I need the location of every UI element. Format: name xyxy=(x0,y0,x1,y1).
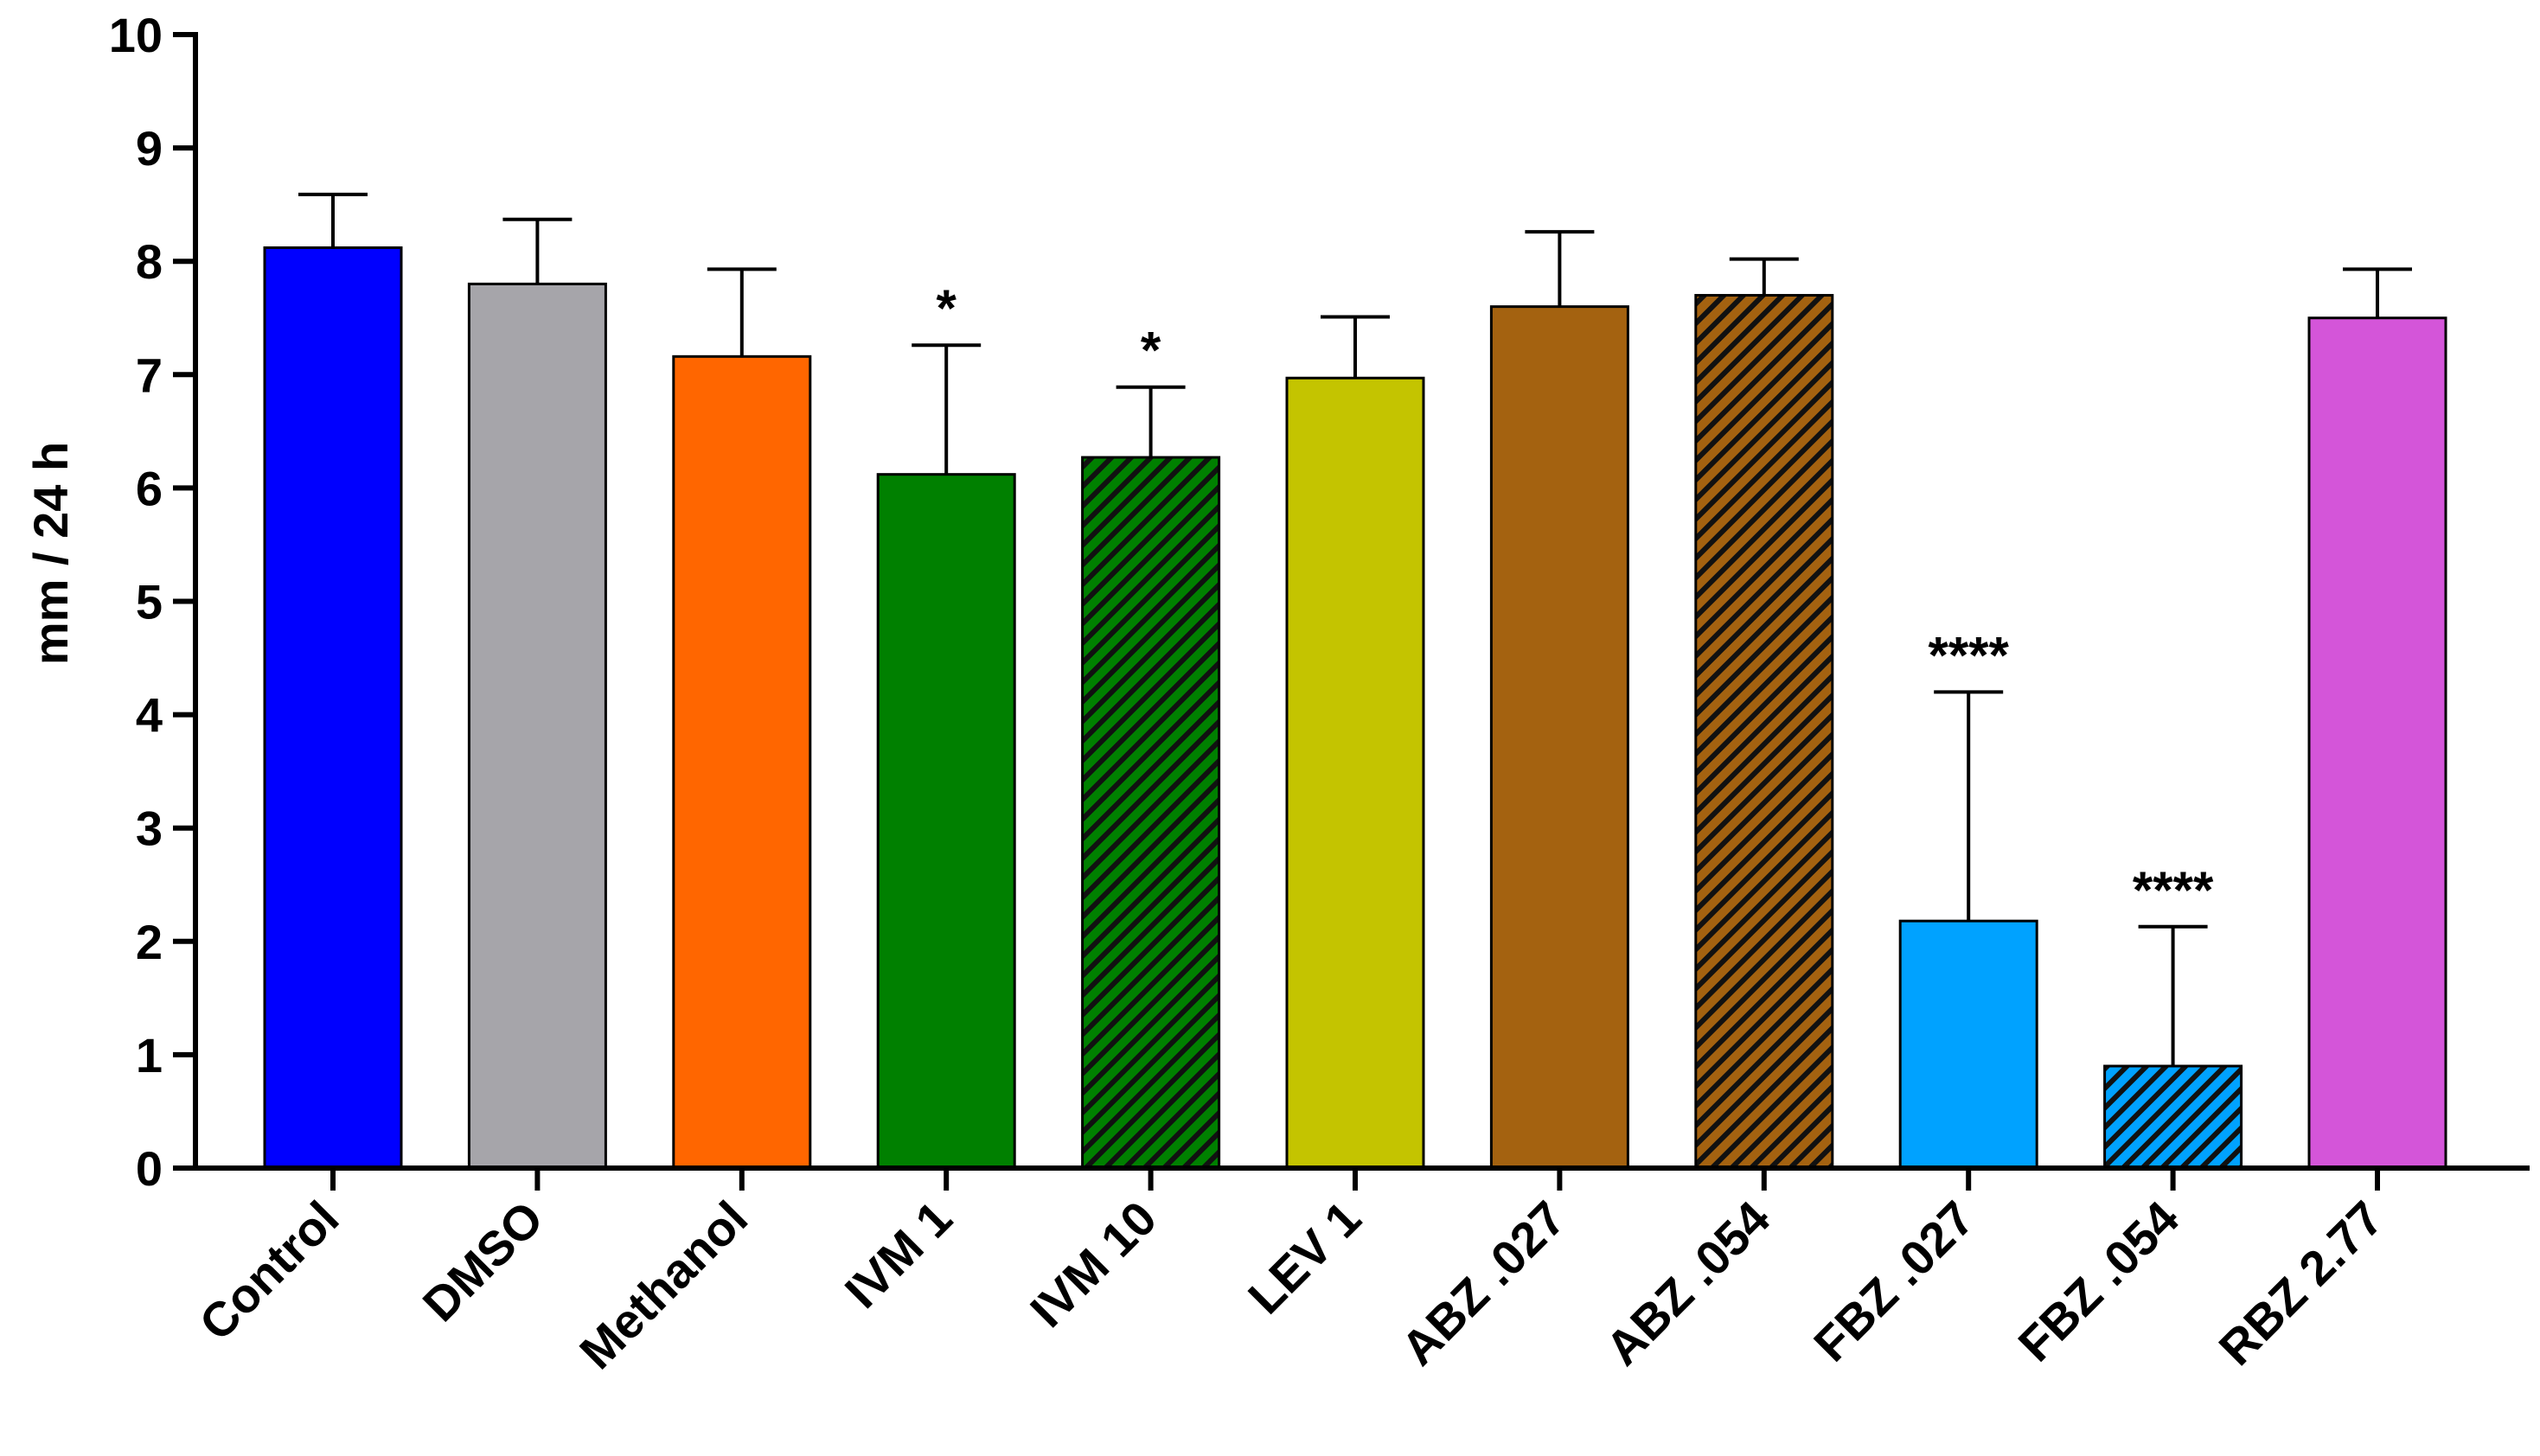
error-bar xyxy=(502,217,573,284)
error-bar xyxy=(1321,315,1390,379)
bars-layer xyxy=(263,246,2447,1170)
x-tick-label: IVM 10 xyxy=(1020,1191,1167,1338)
y-tick-label: 8 xyxy=(136,234,163,289)
y-tick-label: 3 xyxy=(136,801,163,856)
x-tick-label: Methanol xyxy=(569,1191,758,1379)
y-tick-label: 5 xyxy=(136,575,163,629)
y-tick-label: 6 xyxy=(136,461,163,515)
bar-fbz-027 xyxy=(1898,919,2038,1170)
error-bar xyxy=(2343,267,2412,318)
y-tick-label: 1 xyxy=(136,1028,163,1082)
x-tick-label: DMSO xyxy=(413,1191,553,1331)
x-tick-label: FBZ .054 xyxy=(2007,1191,2189,1372)
bar-fbz-054 xyxy=(2103,1064,2243,1170)
error-bar xyxy=(1525,230,1595,307)
significance-label: * xyxy=(1141,322,1161,380)
error-bar xyxy=(1116,385,1186,458)
error-bar xyxy=(707,267,777,357)
bar-methanol xyxy=(672,354,812,1170)
x-tick-label: Control xyxy=(189,1191,349,1351)
bar-lev-1 xyxy=(1285,376,1425,1170)
error-bar xyxy=(1729,257,1799,296)
error-bar xyxy=(298,192,368,248)
significance-label: * xyxy=(937,279,957,337)
bar-dmso xyxy=(467,282,607,1170)
error-bar xyxy=(1934,690,2004,922)
error-bar xyxy=(2138,924,2208,1067)
y-tick-label: 7 xyxy=(136,348,163,402)
bar-abz-054 xyxy=(1694,294,1834,1170)
x-tick-label: IVM 1 xyxy=(835,1191,963,1319)
bar-abz-027 xyxy=(1489,305,1629,1170)
error-bar xyxy=(912,343,982,475)
bar-ivm-1 xyxy=(876,473,1016,1170)
significance-layer: ********** xyxy=(937,279,2214,919)
significance-label: **** xyxy=(2133,861,2214,919)
x-tick-label: ABZ .054 xyxy=(1595,1191,1780,1376)
bar-control xyxy=(263,246,403,1170)
x-tick-label: FBZ .027 xyxy=(1803,1191,1985,1372)
y-tick-label: 0 xyxy=(136,1141,163,1196)
y-tick-label: 10 xyxy=(109,8,163,62)
y-tick-label: 4 xyxy=(136,688,163,743)
significance-label: **** xyxy=(1928,626,2009,684)
x-tick-label: ABZ .027 xyxy=(1391,1191,1576,1376)
y-axis-title: mm / 24 h xyxy=(23,442,78,665)
y-tick-label: 2 xyxy=(136,915,163,969)
x-tick-label: RBZ 2.77 xyxy=(2208,1191,2393,1376)
x-tick-label: LEV 1 xyxy=(1238,1191,1372,1325)
error-bars-layer xyxy=(298,192,2412,1067)
bar-rbz-2-77 xyxy=(2307,316,2447,1170)
y-tick-label: 9 xyxy=(136,121,163,176)
bar-ivm-10 xyxy=(1081,456,1221,1170)
